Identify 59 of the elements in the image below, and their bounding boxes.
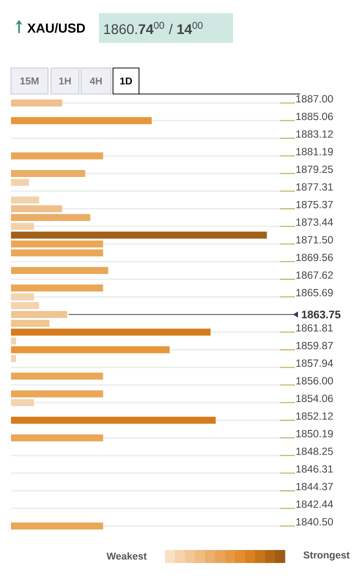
y-tick-label: 1879.25	[296, 166, 333, 173]
y-tick-label: 1840.50	[296, 518, 333, 526]
bar	[11, 178, 29, 186]
text: 15M	[20, 78, 39, 84]
chart-subtitle: 1860.74$^{00}$ / 14$^{00}$	[104, 22, 203, 34]
y-tick-label: 1854.06	[296, 394, 333, 402]
bar	[11, 232, 267, 239]
y-tick-label: 1844.37	[296, 482, 333, 490]
y-tick-label: 1875.37	[296, 200, 333, 208]
bar	[11, 355, 16, 362]
y-tick-label: 1885.06	[296, 112, 333, 120]
bar	[11, 416, 216, 424]
y-tick-label: 1857.94	[296, 359, 334, 367]
y-tick-label: 1842.44	[296, 500, 334, 508]
y-tick-label: 1883.12	[296, 130, 333, 138]
bar	[11, 117, 152, 124]
bar	[11, 346, 170, 354]
y-tick-label: 1848.25	[296, 448, 333, 455]
y-tick-label: 1865.69	[296, 288, 333, 296]
bar	[11, 284, 104, 292]
y-tick-label: 1861.81	[296, 324, 333, 332]
bar	[11, 249, 104, 256]
y-tick-label: 1871.50	[296, 236, 333, 244]
text: Strongest	[303, 551, 350, 561]
bar	[11, 196, 40, 204]
bar	[11, 222, 34, 230]
bar	[11, 399, 34, 406]
y-tick-label: 1850.19	[296, 430, 333, 438]
bar	[11, 320, 50, 327]
y-tick-label: 1859.87	[296, 342, 333, 350]
bar	[11, 170, 86, 177]
y-tick-label: 1869.56	[296, 254, 333, 262]
bar	[11, 240, 104, 248]
text: 4H	[90, 78, 102, 84]
y-tick-label: 1881.19	[296, 148, 333, 156]
bar	[11, 214, 90, 222]
bar	[11, 372, 104, 380]
bar	[11, 337, 16, 344]
ref-line-label: 1863.75	[302, 310, 340, 318]
text: 1H	[59, 78, 71, 84]
bar	[11, 152, 104, 160]
text: Weakest	[106, 552, 147, 560]
bar	[11, 522, 104, 530]
y-tick-label: 1873.44	[296, 218, 334, 226]
y-tick-label: 1887.00	[296, 95, 333, 102]
y-tick-label: 1877.31	[296, 183, 333, 191]
chart-title: XAU/USD	[27, 23, 85, 33]
bar	[11, 266, 108, 274]
bar	[11, 390, 104, 398]
bar	[11, 100, 62, 106]
y-tick-label: 1856.00	[296, 377, 333, 384]
y-tick-label: 1852.12	[296, 412, 333, 420]
y-tick-label: 1867.62	[296, 271, 333, 279]
bar	[11, 434, 104, 442]
bar	[11, 205, 62, 212]
bar	[11, 311, 68, 318]
bar	[11, 328, 211, 336]
y-tick-label: 1846.31	[296, 465, 333, 473]
text: 1D	[120, 78, 132, 84]
